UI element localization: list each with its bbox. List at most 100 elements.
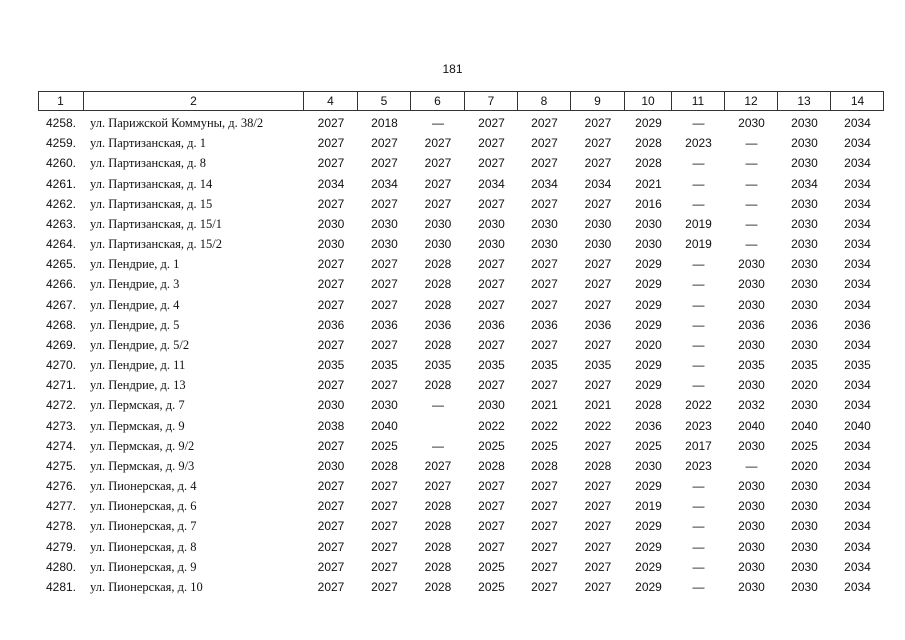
cell-value: 2030 [791,156,818,171]
header-cell: 1 [38,91,84,111]
header-cell: 11 [672,91,725,111]
row-number: 4278. [45,519,77,534]
cell-value: 2027 [317,116,345,130]
cell-value: — [692,196,705,211]
row-number: 4270. [45,358,77,373]
cell-value: — [692,156,705,171]
cell-value: — [432,116,444,130]
cell-value: 2030 [791,337,818,352]
cell-value: 2027 [317,479,345,494]
cell-value: 2030 [791,297,818,312]
cell-value: 2027 [531,519,558,534]
cell-value: 2027 [478,539,505,554]
address: ул. Партизанская, д. 8 [90,156,207,171]
cell-value: 2027 [317,277,345,292]
cell-value: — [692,176,705,191]
cell-value: 2028 [635,136,662,151]
cell-value: 2034 [844,479,871,494]
cell-value: 2030 [791,539,818,554]
cell-value: 2027 [317,136,345,151]
cell-value: 2028 [424,277,452,292]
cell-value: 2030 [371,237,398,252]
row-number: 4260. [45,156,77,171]
address: ул. Пионерская, д. 10 [90,579,203,594]
cell-value: 2035 [584,358,612,373]
cell-value: 2022 [685,398,712,413]
cell-value: 2034 [844,257,871,272]
cell-value: 2035 [371,358,398,373]
header-cell: 12 [725,91,778,111]
cell-value: 2022 [531,418,558,433]
cell-value: 2025 [635,438,662,453]
cell-value: 2027 [584,479,612,494]
cell-value: 2030 [791,519,818,534]
cell-value: 2027 [478,196,505,211]
cell-value: — [692,277,705,292]
row-number: 4279. [45,539,77,554]
cell-value: 2034 [844,196,871,211]
cell-value: 2027 [317,337,345,352]
cell-value: 2027 [531,539,558,554]
cell-value: 2023 [685,136,712,151]
cell-value: 2027 [584,116,612,130]
cell-value: 2030 [738,277,765,292]
cell-value: 2027 [424,458,452,473]
header-cell: 8 [518,91,571,111]
cell-value: 2030 [738,116,765,130]
cell-value: 2030 [791,237,818,252]
cell-value: 2030 [584,237,612,252]
address: ул. Парижской Коммуны, д. 38/2 [90,116,264,130]
cell-value: 2027 [584,519,612,534]
cell-value: 2027 [478,136,505,151]
cell-value: 2027 [478,277,505,292]
cell-value: — [745,458,758,473]
cell-value: 2019 [635,499,662,514]
cell-value: 2027 [531,337,558,352]
cell-value: 2029 [635,297,662,312]
cell-value: 2027 [531,136,558,151]
cell-value: 2036 [844,317,871,332]
cell-value: 2035 [738,358,765,373]
cell-value: 2036 [791,317,818,332]
cell-value: 2030 [738,337,765,352]
cell-value: 2027 [478,519,505,534]
cell-value: 2027 [317,579,345,594]
cell-value: 2034 [844,116,871,130]
cell-value: 2027 [371,539,398,554]
address: ул. Партизанская, д. 15 [90,196,213,211]
row-number: 4266. [45,277,77,292]
cell-value: 2027 [317,297,345,312]
cell-value: — [692,358,705,373]
cell-value: 2027 [584,438,612,453]
row-number: 4262. [45,196,77,211]
cell-value: 2029 [635,559,662,574]
row-number: 4277. [45,499,77,514]
cell-value: 2027 [478,297,505,312]
cell-value: 2030 [738,257,765,272]
cell-value: 2034 [844,176,871,191]
header-cell: 14 [850,94,865,108]
header-cell: 10 [625,91,672,111]
address: ул. Пендрие, д. 5/2 [90,337,190,352]
cell-value: 2030 [738,438,765,453]
table-header-frame [38,91,884,111]
cell-value: 2027 [478,156,505,171]
page-number: 181 [442,62,463,76]
cell-value: 2027 [371,559,398,574]
cell-value: 2027 [531,297,558,312]
cell-value: 2029 [635,539,662,554]
address: ул. Пендрие, д. 13 [90,378,186,393]
address: ул. Пендрие, д. 3 [90,277,180,292]
cell-value: 2030 [738,499,765,514]
cell-value: 2027 [478,479,505,494]
cell-value: 2030 [531,237,558,252]
cell-value: 2030 [478,398,505,413]
cell-value: — [692,479,705,494]
cell-value: 2029 [635,358,662,373]
cell-value: 2028 [424,499,452,514]
cell-value: 2030 [791,136,818,151]
cell-value: 2034 [371,176,398,191]
cell-value: — [692,317,705,332]
cell-value: 2036 [635,418,662,433]
cell-value: — [692,378,705,393]
